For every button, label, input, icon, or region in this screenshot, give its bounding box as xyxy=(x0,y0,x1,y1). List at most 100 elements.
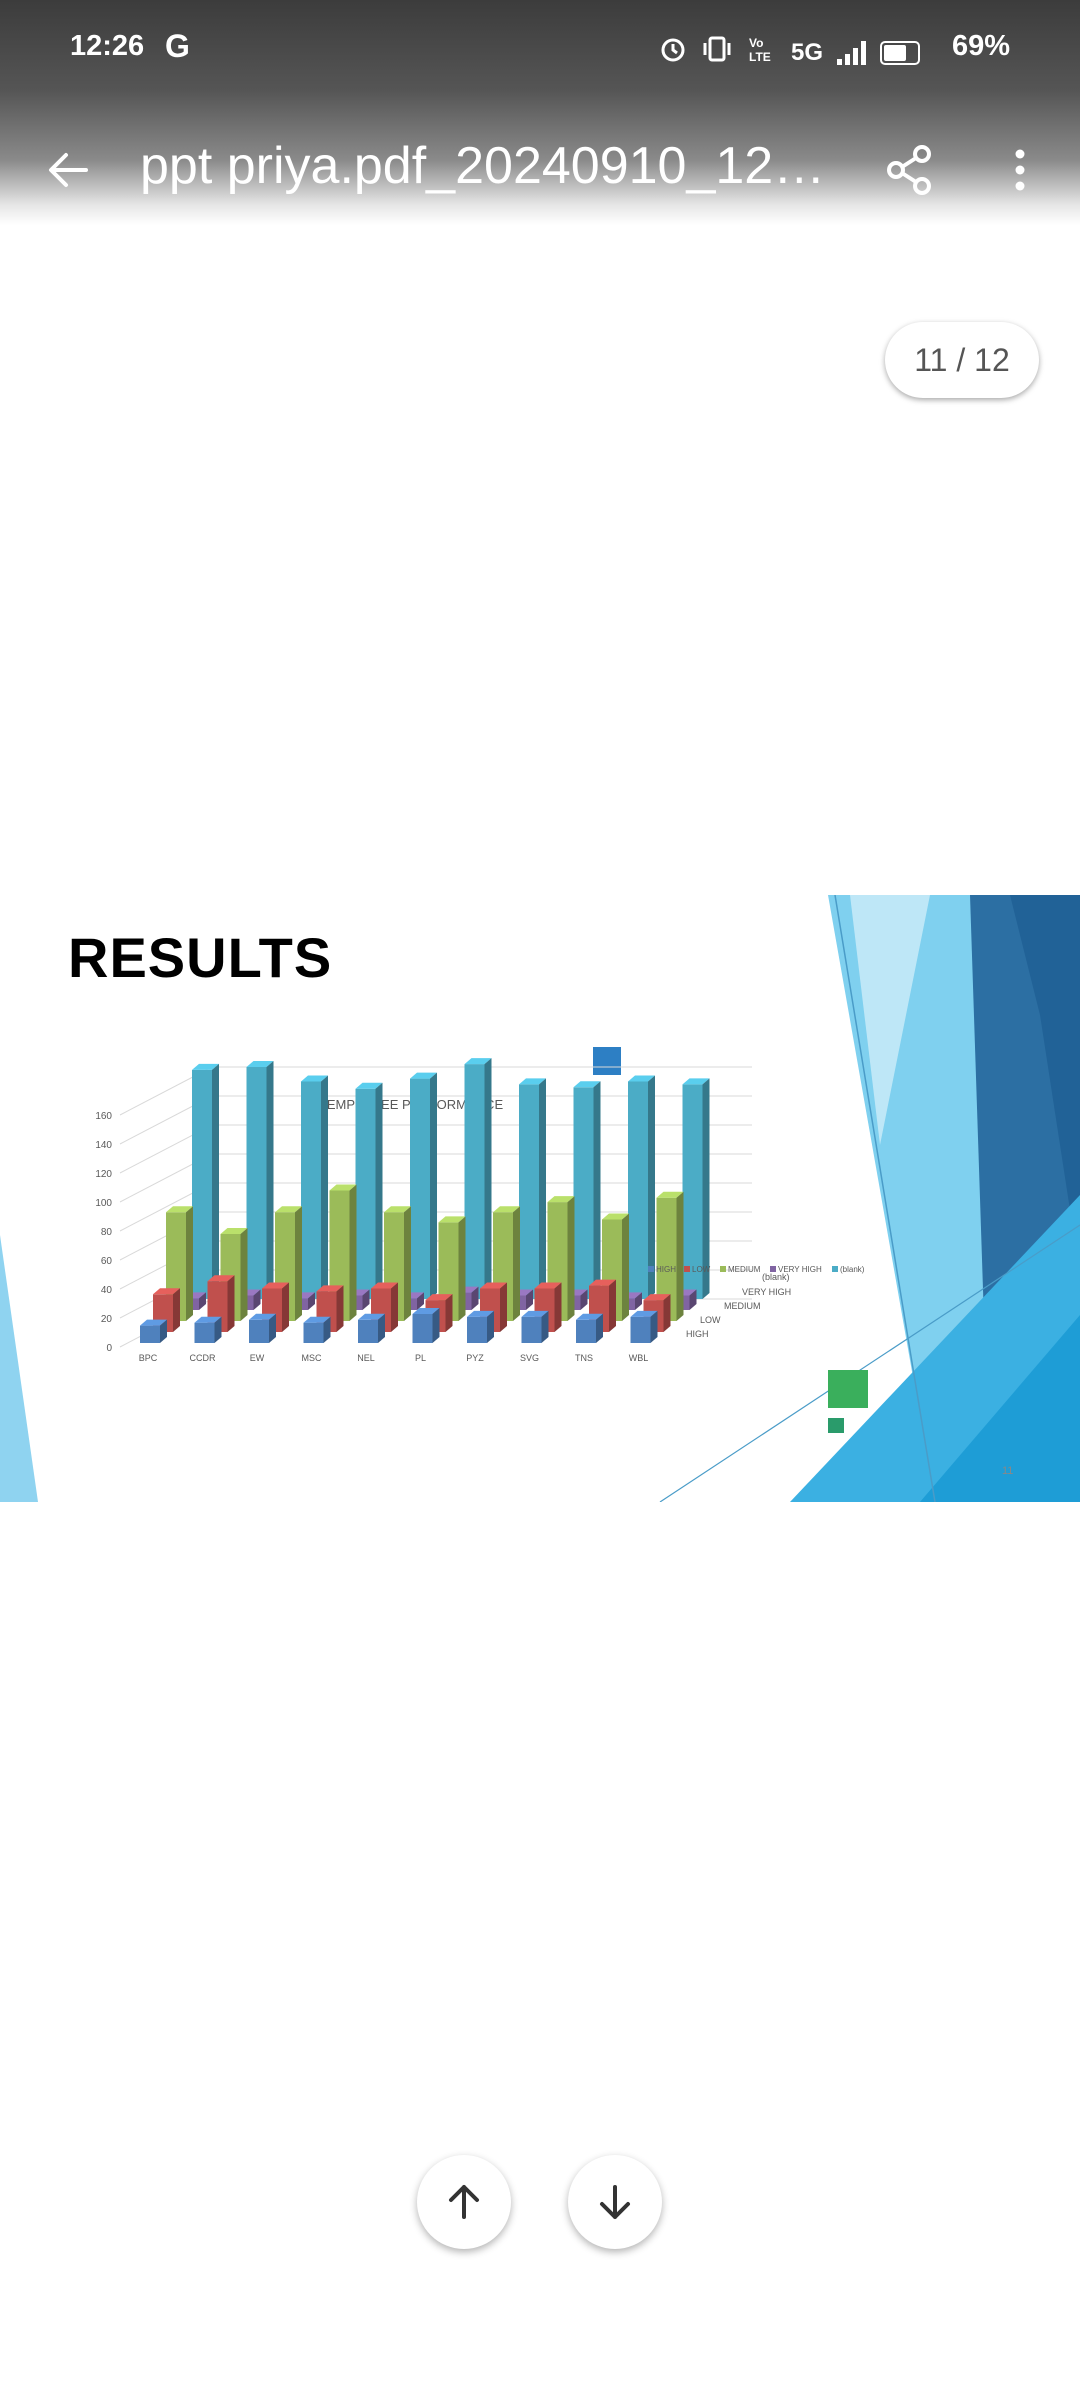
bar-top-face xyxy=(576,1313,603,1320)
bar-high-wbl xyxy=(630,1316,651,1343)
bar-top-face xyxy=(275,1206,302,1213)
svg-text:Vo: Vo xyxy=(749,36,763,50)
y-tick-label: 120 xyxy=(95,1169,112,1180)
legend-swatch xyxy=(684,1266,690,1272)
bar-top-face xyxy=(303,1316,331,1323)
alarm-icon xyxy=(659,35,687,71)
bar-high-nel xyxy=(358,1319,378,1343)
y-tick-label: 80 xyxy=(101,1227,113,1238)
google-icon: G xyxy=(165,28,190,64)
bar-top-face xyxy=(316,1285,344,1292)
back-button[interactable] xyxy=(38,140,98,200)
share-icon xyxy=(887,145,931,195)
bar-top-face xyxy=(194,1316,222,1323)
legend-label: VERY HIGH xyxy=(778,1265,822,1274)
employee-performance-chart: 020406080100120140160EMPLOYEE PERFORMANC… xyxy=(95,1058,865,1363)
top-bar: 12:26 G Vo LTE 5G 69% ppt priya.pdf xyxy=(0,0,1080,225)
bar-top-face xyxy=(521,1310,549,1317)
bar-top-face xyxy=(358,1313,385,1320)
more-options-button[interactable] xyxy=(1000,140,1040,200)
bar-top-face xyxy=(573,1081,601,1088)
bar-side-face xyxy=(186,1206,193,1321)
bar-side-face xyxy=(580,1289,588,1310)
bar-side-face xyxy=(567,1196,575,1321)
legend-swatch xyxy=(648,1266,654,1272)
status-bar: 12:26 G Vo LTE 5G 69% xyxy=(0,0,1080,95)
x-tick-label: EW xyxy=(250,1353,265,1363)
share-button[interactable] xyxy=(880,140,940,200)
arrow-up-icon xyxy=(449,2185,479,2219)
bar--blank--wbl xyxy=(682,1084,703,1299)
bar-side-face xyxy=(622,1213,629,1321)
bar-top-face xyxy=(249,1313,276,1320)
legend-swatch xyxy=(720,1266,726,1272)
depth-axis-label: MEDIUM xyxy=(724,1301,761,1311)
bar-side-face xyxy=(471,1286,479,1310)
bar--blank--nel xyxy=(410,1078,430,1299)
bar-side-face xyxy=(323,1316,331,1343)
bar-top-face xyxy=(153,1288,180,1295)
bar-top-face xyxy=(464,1058,492,1065)
bar-side-face xyxy=(253,1289,261,1310)
bar-top-face xyxy=(589,1279,616,1286)
bar--blank--ccdr xyxy=(246,1067,267,1299)
bar-top-face xyxy=(425,1294,453,1301)
legend-label: (blank) xyxy=(840,1265,865,1274)
x-tick-label: CCDR xyxy=(190,1353,216,1363)
bar-medium-wbl xyxy=(656,1197,677,1321)
x-tick-label: TNS xyxy=(575,1353,593,1363)
green-accent-square xyxy=(828,1370,868,1408)
x-tick-label: MSC xyxy=(302,1353,323,1363)
bar-side-face xyxy=(458,1216,466,1321)
bar-side-face xyxy=(227,1275,235,1332)
legend-label: LOW xyxy=(692,1265,711,1274)
bar-side-face xyxy=(635,1292,642,1310)
bar-side-face xyxy=(596,1313,603,1343)
y-tick-label: 100 xyxy=(95,1198,112,1209)
bar-top-face xyxy=(371,1282,398,1289)
bar-side-face xyxy=(214,1316,222,1343)
bar-top-face xyxy=(410,1072,437,1079)
battery-percent: 69% xyxy=(951,30,1010,62)
bar-side-face xyxy=(404,1206,411,1321)
y-tick-label: 160 xyxy=(95,1111,112,1122)
bar-top-face xyxy=(384,1206,411,1213)
bar-top-face xyxy=(682,1078,710,1085)
slide-title: RESULTS xyxy=(68,926,333,989)
bar-top-face xyxy=(630,1310,658,1317)
next-page-button[interactable] xyxy=(568,2155,662,2249)
document-title: ppt priya.pdf_20240910_122... xyxy=(140,137,840,195)
bar-side-face xyxy=(295,1206,302,1321)
previous-page-button[interactable] xyxy=(417,2155,511,2249)
bar-side-face xyxy=(648,1075,655,1299)
vibrate-icon xyxy=(701,35,733,71)
bar-side-face xyxy=(199,1292,206,1310)
bar-high-ew xyxy=(249,1319,269,1343)
bar-top-face xyxy=(262,1282,289,1289)
volte-icon: Vo LTE xyxy=(747,34,777,72)
bar-high-ccdr xyxy=(194,1322,215,1343)
bar-side-face xyxy=(487,1310,494,1343)
y-tick-label: 40 xyxy=(101,1285,113,1296)
bar-top-face xyxy=(412,1308,440,1314)
bar-high-svg xyxy=(521,1316,542,1343)
bar-top-face xyxy=(519,1078,546,1085)
bar-top-face xyxy=(643,1294,671,1301)
bar-top-face xyxy=(220,1228,248,1234)
bar-side-face xyxy=(554,1282,562,1332)
bar-side-face xyxy=(663,1294,671,1332)
bar--blank--ew xyxy=(301,1081,321,1299)
x-tick-label: WBL xyxy=(629,1353,649,1363)
status-icons: Vo LTE 5G xyxy=(659,34,920,72)
bar-side-face xyxy=(484,1058,492,1299)
x-tick-label: NEL xyxy=(357,1353,375,1363)
bar-side-face xyxy=(321,1075,328,1299)
depth-axis-label: VERY HIGH xyxy=(742,1287,791,1297)
slide-background-decoration xyxy=(0,895,1080,1502)
y-tick-label: 0 xyxy=(106,1343,112,1354)
bar-top-face xyxy=(301,1075,328,1082)
depth-axis-label: (blank) xyxy=(762,1272,790,1282)
signal-icon xyxy=(837,41,866,65)
bar-high-bpc xyxy=(140,1325,160,1343)
legend-swatch xyxy=(832,1266,838,1272)
